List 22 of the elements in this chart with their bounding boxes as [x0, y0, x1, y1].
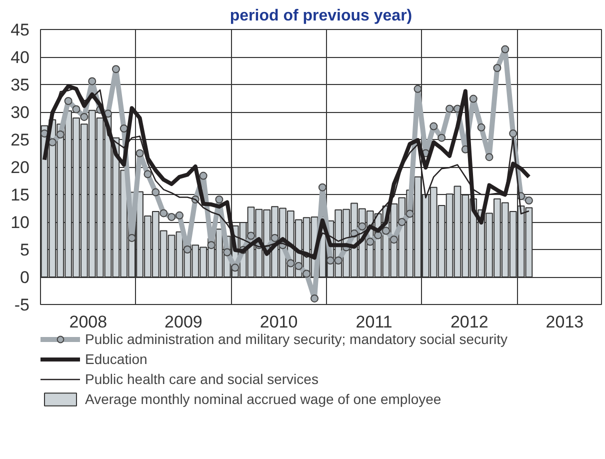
legend-label: Public administration and military security; mandatory social security [85, 330, 508, 348]
x-tick-label: 2009 [164, 312, 202, 332]
x-tick-label: 2011 [356, 312, 392, 332]
x-tick-label: 2010 [260, 312, 298, 332]
x-tick-label: 2012 [450, 312, 488, 332]
y-tick-label: 15 [10, 186, 30, 204]
x-tick-label: 2013 [546, 312, 584, 332]
y-tick-label: 20 [10, 158, 30, 177]
y-tick-label: 45 [10, 20, 30, 40]
y-tick-label: 35 [10, 76, 30, 94]
y-tick-label: -5 [14, 296, 30, 314]
y-tick-label: 25 [10, 130, 30, 150]
y-tick-label: 30 [10, 103, 30, 122]
y-tick-label: 0 [20, 268, 30, 287]
legend-label: Public health care and social services [85, 370, 318, 388]
y-tick-label: 5 [20, 240, 30, 260]
legend-label: Education [85, 350, 148, 368]
y-tick-label: 10 [10, 213, 30, 232]
chart-title: period of previous year) [230, 8, 412, 24]
x-tick-label: 2008 [69, 312, 108, 332]
legend-label: Average monthly nominal accrued wage of one employee [85, 390, 442, 408]
y-tick-label: 40 [10, 48, 30, 67]
